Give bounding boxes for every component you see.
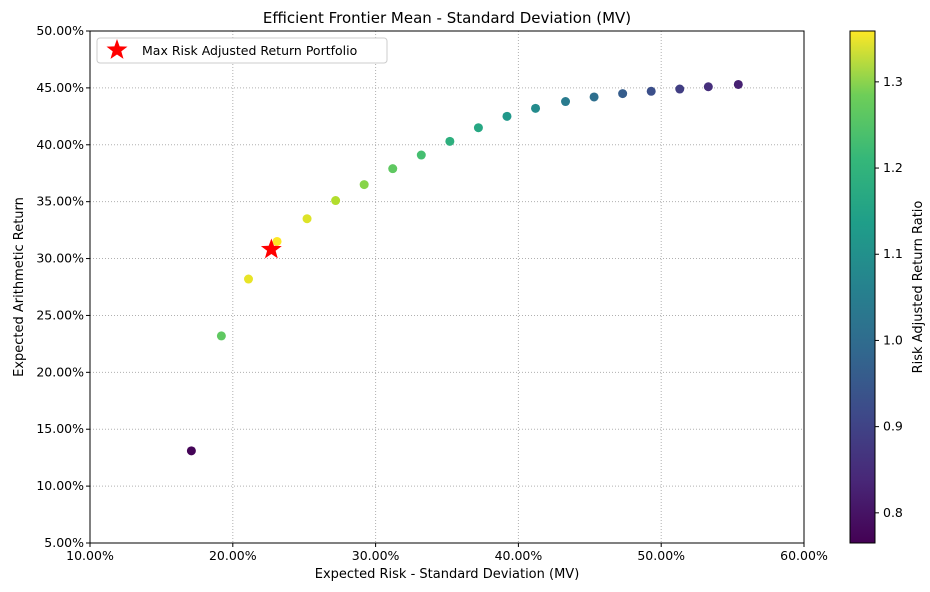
data-point xyxy=(733,79,743,89)
colorbar-tick-label: 1.1 xyxy=(883,246,903,261)
data-point xyxy=(359,180,369,190)
data-point xyxy=(331,196,341,206)
y-tick-label: 25.00% xyxy=(36,307,84,322)
data-point xyxy=(703,82,713,92)
grid xyxy=(89,30,805,544)
y-tick-label: 10.00% xyxy=(36,478,84,493)
y-tick-label: 20.00% xyxy=(36,364,84,379)
colorbar-tick-label: 1.3 xyxy=(883,74,903,89)
data-point xyxy=(646,86,656,96)
x-tick-label: 10.00% xyxy=(66,548,114,563)
x-tick-label: 60.00% xyxy=(780,548,828,563)
data-point xyxy=(675,84,685,94)
data-point xyxy=(502,111,512,121)
x-tick-label: 20.00% xyxy=(209,548,257,563)
y-tick-label: 35.00% xyxy=(36,194,84,209)
data-point xyxy=(561,97,571,107)
y-tick-label: 30.00% xyxy=(36,251,84,266)
colorbar-tick-label: 0.8 xyxy=(883,505,903,520)
x-tick-label: 40.00% xyxy=(495,548,543,563)
data-point xyxy=(244,274,254,284)
data-point xyxy=(388,164,398,174)
data-point xyxy=(416,150,426,160)
max-risk-adjusted-star xyxy=(260,238,282,259)
x-axis-label: Expected Risk - Standard Deviation (MV) xyxy=(315,567,580,582)
data-point xyxy=(473,123,483,133)
y-tick-label: 15.00% xyxy=(36,421,84,436)
plot-frame xyxy=(89,30,805,544)
colorbar-label: Risk Adjusted Return Ratio xyxy=(911,201,926,374)
data-point xyxy=(589,92,599,102)
data-point xyxy=(618,89,628,99)
data-point xyxy=(186,446,196,456)
x-tick-label: 50.00% xyxy=(637,548,685,563)
legend-label: Max Risk Adjusted Return Portfolio xyxy=(142,43,357,58)
data-point xyxy=(302,214,312,224)
y-axis-label: Expected Arithmetic Return xyxy=(12,197,27,377)
colorbar xyxy=(849,30,876,544)
x-tick-label: 30.00% xyxy=(352,548,400,563)
colorbar-tick-label: 1.0 xyxy=(883,332,903,347)
data-point xyxy=(445,136,455,146)
data-point xyxy=(531,103,541,113)
star-marker-icon xyxy=(106,39,128,59)
legend: Max Risk Adjusted Return Portfolio xyxy=(96,37,388,64)
y-tick-label: 45.00% xyxy=(36,80,84,95)
colorbar-tick-label: 0.9 xyxy=(883,419,903,434)
scatter-points xyxy=(186,79,743,456)
axis-ticks: 10.00% 20.00% 30.00% 40.00% 50.00% 60.00% 5.00… xyxy=(36,23,828,563)
data-point xyxy=(272,236,282,246)
chart-title: Efficient Frontier Mean - Standard Devia… xyxy=(263,9,631,27)
y-tick-label: 50.00% xyxy=(36,23,84,38)
colorbar-tick-label: 1.2 xyxy=(883,160,903,175)
colorbar-ticks: 0.8 0.9 1.0 1.1 1.2 1.3 xyxy=(875,74,903,520)
y-tick-label: 40.00% xyxy=(36,137,84,152)
y-tick-label: 5.00% xyxy=(44,535,84,550)
data-point xyxy=(216,331,226,341)
